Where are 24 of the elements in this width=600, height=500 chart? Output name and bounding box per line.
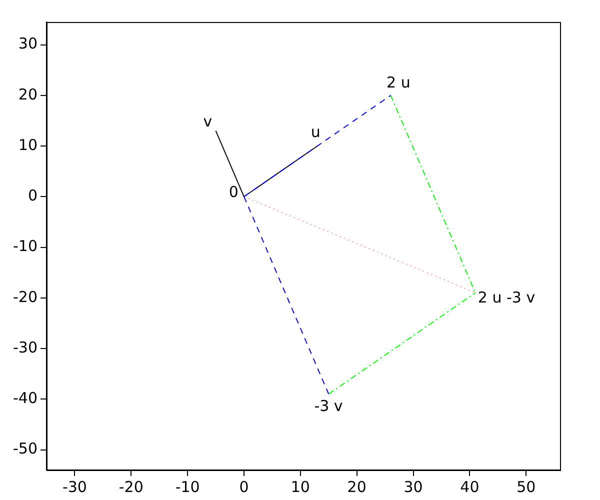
- x-tick-label: 20: [347, 478, 366, 496]
- x-tick-label: -30: [62, 478, 87, 496]
- y-tick-label: -40: [13, 389, 38, 408]
- annotation: v: [203, 112, 212, 131]
- annotation: u: [310, 123, 320, 142]
- annotation: 2 u -3 v: [478, 288, 536, 306]
- annotation: -3 v: [314, 396, 343, 415]
- y-tick-label: -50: [13, 440, 38, 458]
- x-tick-label: 50: [516, 478, 536, 496]
- y-tick-label: 0: [28, 186, 38, 205]
- x-tick-label: 0: [239, 478, 249, 496]
- annotation: 2 u: [386, 74, 410, 92]
- x-tick-label: -10: [175, 478, 200, 496]
- y-tick-label: -20: [13, 288, 38, 306]
- y-tick-label: 30: [18, 34, 38, 53]
- y-tick-label: 20: [18, 85, 38, 104]
- y-tick-label: 10: [18, 136, 38, 154]
- x-tick-label: 10: [290, 478, 310, 496]
- y-tick-label: -30: [13, 338, 38, 356]
- annotation: 0: [228, 182, 238, 201]
- x-tick-label: 30: [404, 478, 423, 496]
- x-tick-label: -20: [118, 478, 144, 496]
- y-tick-label: -10: [13, 237, 38, 256]
- x-tick-label: 40: [460, 478, 480, 496]
